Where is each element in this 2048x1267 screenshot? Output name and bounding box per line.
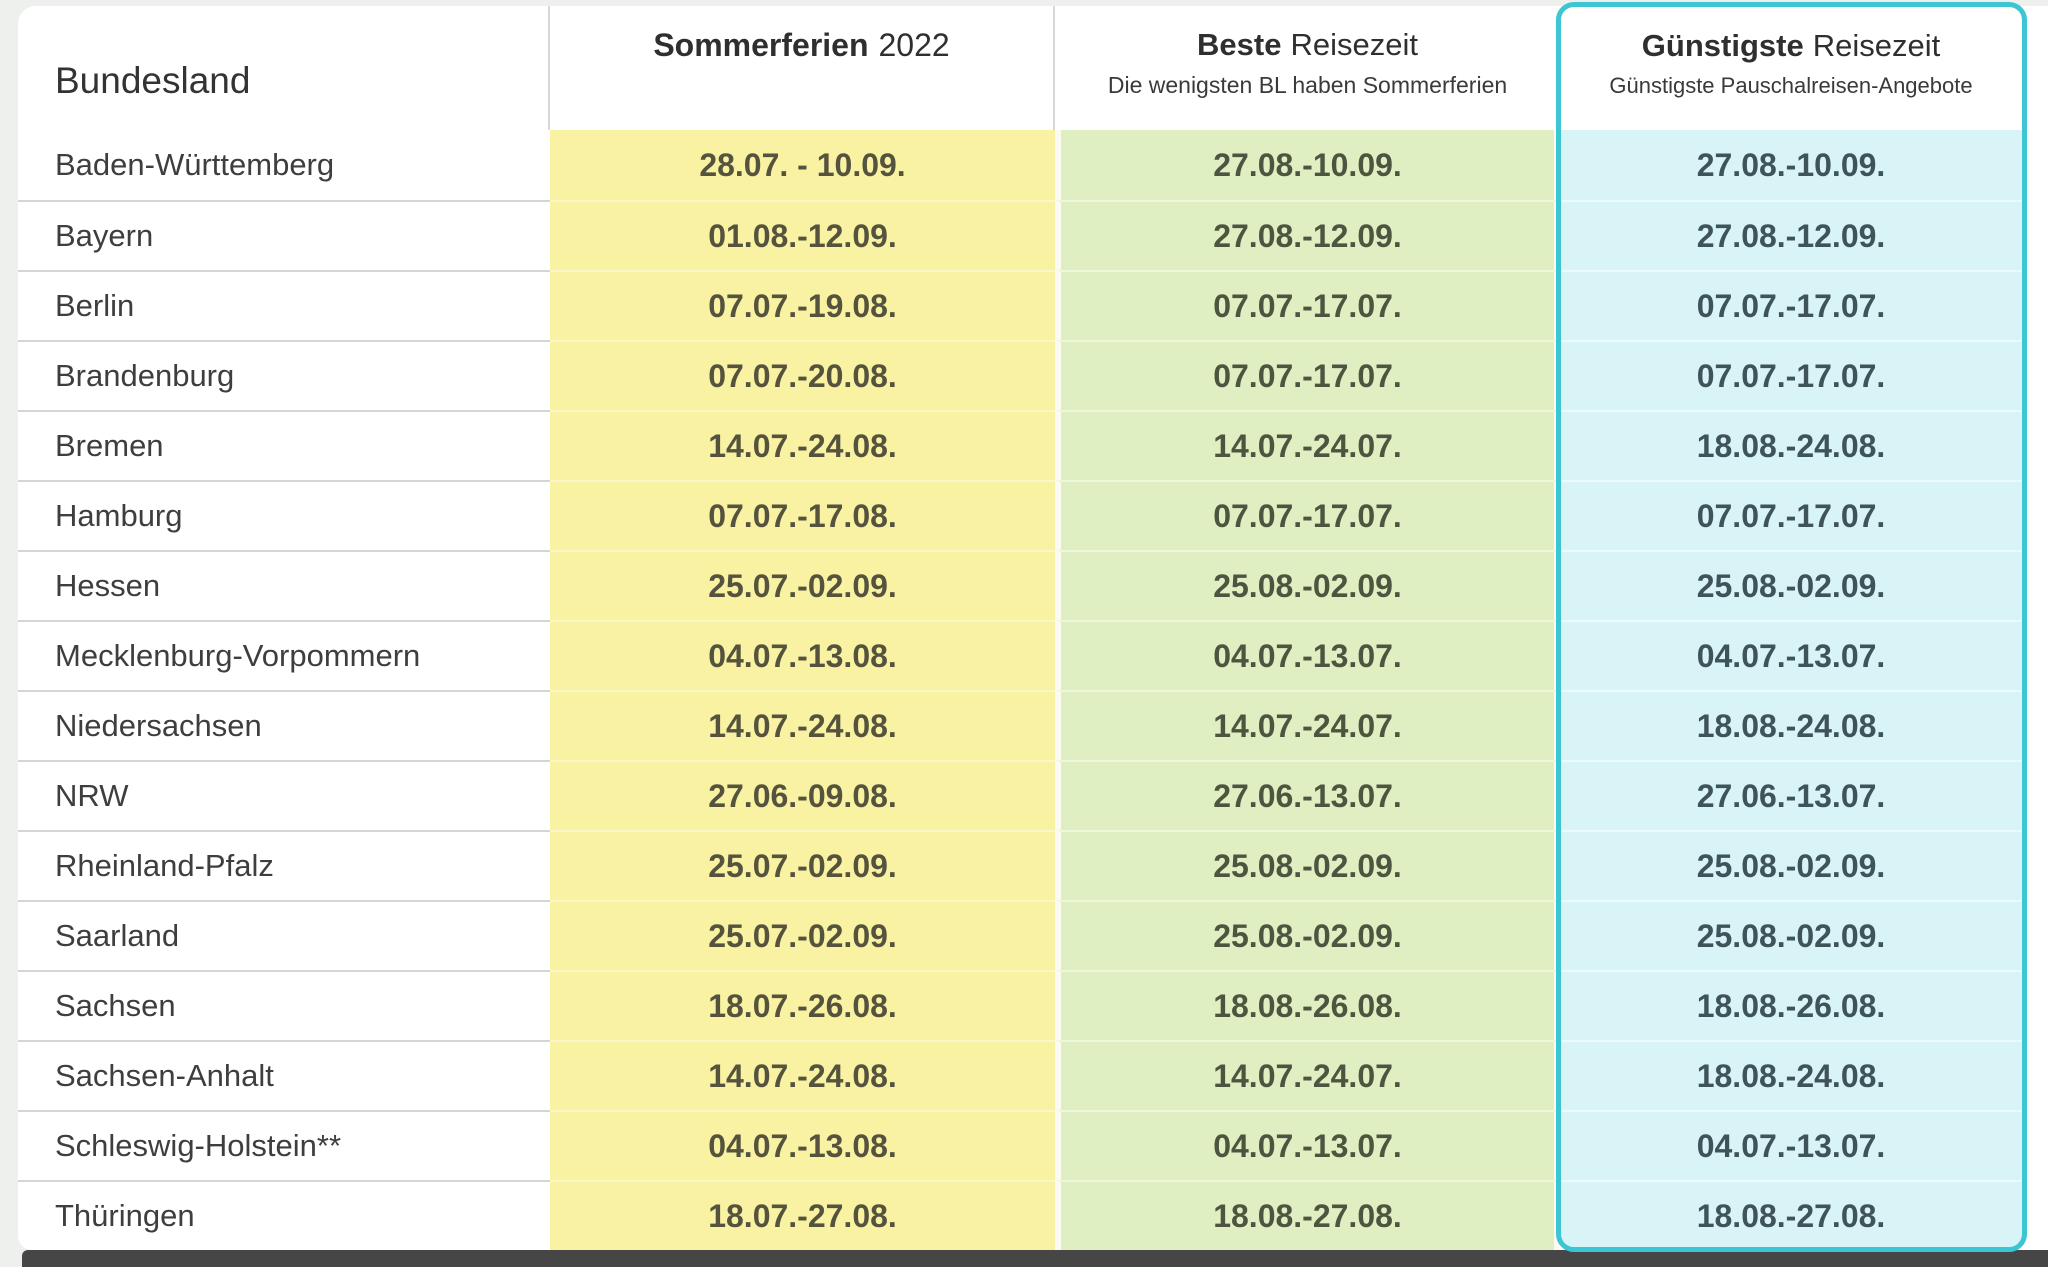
- beste-reisezeit-dates: 14.07.-24.07.: [1055, 1040, 1560, 1110]
- beste-reisezeit-dates: 18.08.-26.08.: [1055, 970, 1560, 1040]
- row-spacer: [2022, 550, 2048, 620]
- sommerferien-dates: 14.07.-24.08.: [550, 410, 1055, 480]
- guenstigste-reisezeit-dates: 18.08.-24.08.: [1560, 1040, 2022, 1110]
- beste-reisezeit-dates: 07.07.-17.07.: [1055, 480, 1560, 550]
- header-beste-subtitle: Die wenigsten BL haben Sommerferien: [1107, 72, 1508, 98]
- state-name: Hessen: [18, 550, 550, 620]
- sommerferien-dates: 07.07.-19.08.: [550, 270, 1055, 340]
- beste-reisezeit-dates: 04.07.-13.07.: [1055, 620, 1560, 690]
- sommerferien-dates: 25.07.-02.09.: [550, 900, 1055, 970]
- beste-reisezeit-dates: 04.07.-13.07.: [1055, 1110, 1560, 1180]
- row-spacer: [2022, 270, 2048, 340]
- row-spacer: [2022, 970, 2048, 1040]
- state-name: Bremen: [18, 410, 550, 480]
- row-spacer: [2022, 130, 2048, 200]
- header-beste-title: Beste Reisezeit: [1197, 27, 1418, 63]
- column-header-guenstigste-reisezeit: Günstigste Reisezeit Günstigste Pauschal…: [1560, 6, 2022, 130]
- guenstigste-reisezeit-dates: 25.08.-02.09.: [1560, 550, 2022, 620]
- row-spacer: [2022, 1180, 2048, 1250]
- sommerferien-dates: 14.07.-24.08.: [550, 690, 1055, 760]
- guenstigste-reisezeit-dates: 25.08.-02.09.: [1560, 830, 2022, 900]
- bottom-cutoff-bar: [22, 1250, 2048, 1267]
- header-guenstigste-bold: Günstigste: [1641, 27, 1804, 63]
- beste-reisezeit-dates: 25.08.-02.09.: [1055, 900, 1560, 970]
- beste-reisezeit-dates: 25.08.-02.09.: [1055, 830, 1560, 900]
- sommerferien-dates: 18.07.-27.08.: [550, 1180, 1055, 1250]
- row-spacer: [2022, 760, 2048, 830]
- state-name: Sachsen-Anhalt: [18, 1040, 550, 1110]
- guenstigste-reisezeit-dates: 18.08.-26.08.: [1560, 970, 2022, 1040]
- row-spacer: [2022, 690, 2048, 760]
- beste-reisezeit-dates: 18.08.-27.08.: [1055, 1180, 1560, 1250]
- beste-reisezeit-dates: 27.08.-10.09.: [1055, 130, 1560, 200]
- state-name: Rheinland-Pfalz: [18, 830, 550, 900]
- state-name: Berlin: [18, 270, 550, 340]
- sommerferien-dates: 07.07.-17.08.: [550, 480, 1055, 550]
- header-spacer: [2022, 6, 2048, 130]
- state-name: Sachsen: [18, 970, 550, 1040]
- sommerferien-dates: 25.07.-02.09.: [550, 830, 1055, 900]
- guenstigste-reisezeit-dates: 18.08.-27.08.: [1560, 1180, 2022, 1250]
- guenstigste-reisezeit-dates: 18.08.-24.08.: [1560, 410, 2022, 480]
- state-name: Baden-Württemberg: [55, 147, 335, 182]
- beste-reisezeit-dates: 07.07.-17.07.: [1055, 340, 1560, 410]
- state-name: Hamburg: [18, 480, 550, 550]
- state-name: Mecklenburg-Vorpommern: [18, 620, 550, 690]
- guenstigste-reisezeit-dates: 04.07.-13.07.: [1560, 620, 2022, 690]
- state-name: Niedersachsen: [18, 690, 550, 760]
- state-name: Saarland: [18, 900, 550, 970]
- header-beste-bold: Beste: [1197, 27, 1282, 62]
- sommerferien-dates: 01.08.-12.09.: [550, 200, 1055, 270]
- guenstigste-reisezeit-dates: 04.07.-13.07.: [1560, 1110, 2022, 1180]
- beste-reisezeit-dates: 27.06.-13.07.: [1055, 760, 1560, 830]
- row-spacer: [2022, 620, 2048, 690]
- beste-reisezeit-dates: 14.07.-24.07.: [1055, 410, 1560, 480]
- state-name: Brandenburg: [18, 340, 550, 410]
- sommerferien-dates: 27.06.-09.08.: [550, 760, 1055, 830]
- header-guenstigste-title: Günstigste Reisezeit: [1642, 28, 1940, 64]
- beste-reisezeit-dates: 07.07.-17.07.: [1055, 270, 1560, 340]
- sommerferien-dates: 25.07.-02.09.: [550, 550, 1055, 620]
- beste-reisezeit-dates: 14.07.-24.07.: [1055, 690, 1560, 760]
- row-spacer: [2022, 900, 2048, 970]
- guenstigste-reisezeit-dates: 07.07.-17.07.: [1560, 480, 2022, 550]
- row-spacer: [2022, 830, 2048, 900]
- header-guenstigste-subtitle: Günstigste Pauschalreisen-Angebote: [1609, 72, 1973, 98]
- beste-reisezeit-dates: 27.08.-12.09.: [1055, 200, 1560, 270]
- guenstigste-reisezeit-dates: 07.07.-17.07.: [1560, 340, 2022, 410]
- table-card: Bundesland Sommerferien 2022 Beste Reise…: [18, 6, 2048, 1250]
- row-spacer: [2022, 1040, 2048, 1110]
- guenstigste-reisezeit-dates: 18.08.-24.08.: [1560, 690, 2022, 760]
- sommerferien-dates: 04.07.-13.08.: [550, 620, 1055, 690]
- guenstigste-reisezeit-dates: 25.08.-02.09.: [1560, 900, 2022, 970]
- row-spacer: [2022, 340, 2048, 410]
- sommerferien-dates: 07.07.-20.08.: [550, 340, 1055, 410]
- row-spacer: [2022, 480, 2048, 550]
- header-sommerferien-year: 2022: [878, 26, 950, 63]
- header-sommerferien-bold: Sommerferien: [653, 26, 869, 63]
- sommerferien-dates: 18.07.-26.08.: [550, 970, 1055, 1040]
- sommerferien-dates: 28.07. - 10.09.: [550, 130, 1055, 200]
- row-spacer: [2022, 1110, 2048, 1180]
- column-header-bundesland: Bundesland: [18, 6, 550, 130]
- state-name: Schleswig-Holstein**: [18, 1110, 550, 1180]
- column-header-sommerferien: Sommerferien 2022: [550, 6, 1055, 130]
- beste-reisezeit-dates: 25.08.-02.09.: [1055, 550, 1560, 620]
- row-spacer: [2022, 200, 2048, 270]
- sommerferien-dates: 14.07.-24.08.: [550, 1040, 1055, 1110]
- state-name: NRW: [18, 760, 550, 830]
- vacation-table: Bundesland Sommerferien 2022 Beste Reise…: [18, 6, 2048, 1250]
- guenstigste-reisezeit-dates: 07.07.-17.07.: [1560, 270, 2022, 340]
- guenstigste-reisezeit-dates: 27.08.-10.09.: [1560, 130, 2022, 200]
- header-guenstigste-rest: Reisezeit: [1812, 27, 1941, 63]
- guenstigste-reisezeit-dates: 27.08.-12.09.: [1560, 200, 2022, 270]
- state-name: Thüringen: [18, 1180, 550, 1250]
- header-beste-rest: Reisezeit: [1290, 27, 1418, 62]
- row-spacer: [2022, 410, 2048, 480]
- sommerferien-dates: 04.07.-13.08.: [550, 1110, 1055, 1180]
- column-header-beste-reisezeit: Beste Reisezeit Die wenigsten BL haben S…: [1055, 6, 1560, 130]
- guenstigste-reisezeit-dates: 27.06.-13.07.: [1560, 760, 2022, 830]
- state-name: Bayern: [18, 200, 550, 270]
